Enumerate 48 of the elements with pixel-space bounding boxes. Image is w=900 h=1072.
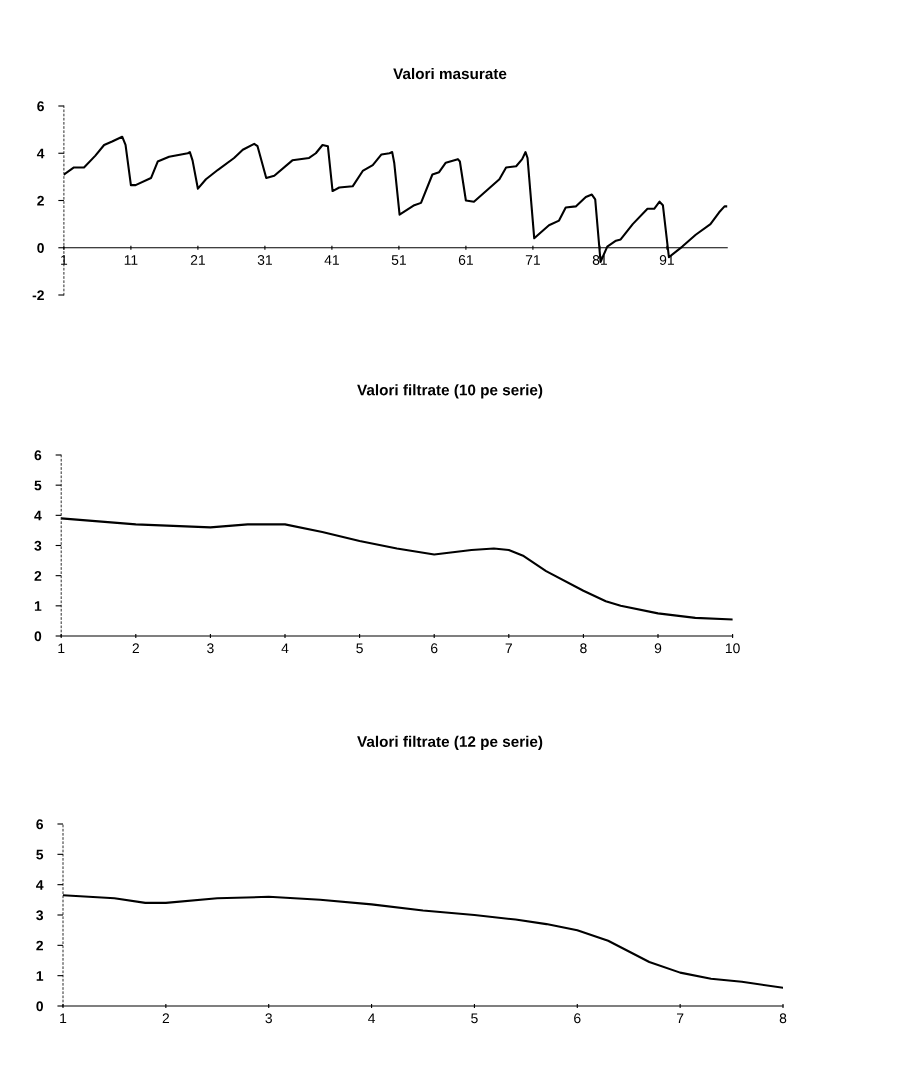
x-tick-label: 10	[725, 643, 740, 654]
x-tick-label: 3	[265, 1013, 272, 1024]
y-tick-label: 1	[36, 971, 44, 981]
x-tick-label: 1	[61, 255, 68, 265]
x-tick-label: 61	[458, 255, 473, 265]
x-tick-label: 31	[257, 255, 272, 265]
y-tick-label: 5	[36, 849, 44, 860]
x-tick-label: 2	[162, 1013, 170, 1024]
x-tick-label: 7	[505, 643, 512, 654]
y-tick-label: 2	[34, 571, 42, 581]
y-tick-label: 2	[36, 940, 43, 951]
y-tick-label: 4	[36, 148, 45, 159]
x-tick-label: 6	[431, 643, 438, 654]
x-tick-label: 8	[779, 1013, 787, 1024]
y-tick-label: 3	[36, 910, 44, 921]
y-tick-label: 3	[34, 540, 42, 551]
chart-title: Valori masurate	[393, 67, 507, 80]
y-tick-label: 1	[34, 601, 42, 611]
y-tick-label: 0	[36, 1001, 43, 1012]
y-tick-label: -2	[32, 290, 44, 301]
x-tick-label: 41	[324, 255, 339, 265]
y-tick-label: 5	[34, 480, 42, 491]
y-tick-label: 4	[36, 880, 44, 890]
x-tick-label: 8	[580, 643, 587, 654]
x-tick-label: 51	[391, 255, 406, 265]
x-tick-label: 5	[356, 643, 363, 654]
x-tick-label: 11	[124, 255, 138, 265]
x-tick-label: 9	[654, 643, 662, 654]
y-tick-label: 0	[37, 243, 44, 253]
x-tick-label: 2	[132, 643, 139, 654]
y-tick-label: 6	[36, 819, 44, 830]
y-tick-label: 6	[37, 101, 44, 112]
chart-title: Valori filtrate (10 pe serie)	[357, 384, 543, 399]
y-tick-label: 2	[37, 195, 44, 206]
y-tick-label: 4	[34, 510, 42, 521]
x-tick-label: 6	[574, 1013, 581, 1024]
x-tick-label: 71	[525, 255, 540, 265]
x-tick-label: 21	[190, 255, 205, 265]
y-tick-label: 0	[34, 631, 42, 642]
x-tick-label: 4	[368, 1013, 376, 1024]
x-tick-label: 1	[60, 1013, 67, 1024]
x-tick-label: 4	[281, 643, 289, 654]
x-tick-label: 1	[58, 643, 65, 654]
chart-title: Valori filtrate (12 pe serie)	[357, 735, 543, 751]
x-tick-label: 7	[676, 1013, 684, 1024]
y-tick-label: 6	[34, 450, 42, 461]
x-tick-label: 3	[207, 643, 214, 654]
x-tick-label: 5	[471, 1013, 478, 1024]
